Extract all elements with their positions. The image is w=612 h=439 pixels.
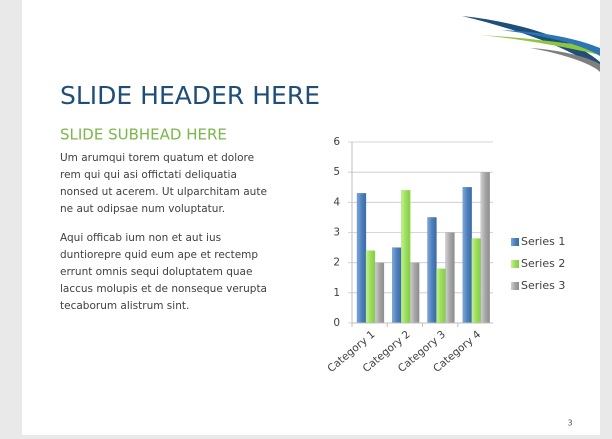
slide-title: SLIDE HEADER HERE (60, 81, 320, 110)
legend-label: Series 3 (521, 279, 565, 292)
body-text: Um arumqui torem quatum et dolore (60, 152, 254, 164)
bar (401, 190, 410, 323)
bar (410, 263, 419, 323)
bar (357, 193, 366, 323)
y-tick-label: 5 (333, 166, 340, 178)
legend-swatch (511, 238, 519, 246)
legend-label: Series 1 (521, 235, 565, 248)
legend-swatch (511, 260, 519, 268)
bar (375, 263, 384, 323)
body-text: laccus molupis et de nonseque verupta (60, 283, 267, 295)
bar (437, 269, 446, 323)
body-text: duntiorepre quid eum ape et rectemp (60, 249, 258, 261)
legend-swatch (511, 282, 519, 290)
page-number: 3 (567, 419, 572, 428)
slide-subhead: SLIDE SUBHEAD HERE (60, 126, 227, 144)
y-tick-label: 0 (333, 317, 340, 329)
y-tick-label: 3 (333, 227, 340, 239)
y-tick-label: 4 (333, 196, 340, 208)
y-tick-label: 1 (333, 287, 340, 299)
y-tick-label: 2 (333, 257, 340, 269)
y-tick-label: 6 (333, 136, 340, 148)
slide: SLIDE HEADER HERE SLIDE SUBHEAD HERE Um … (0, 0, 612, 435)
body-text: ne aut odipsae num voluptatur. (60, 203, 225, 215)
bar (463, 187, 472, 323)
bar (446, 233, 455, 324)
body-text: rem qui qui asi offictati deliquatia (60, 169, 237, 181)
bar (366, 251, 375, 323)
body-text: errunt omnis sequi doluptatem quae (60, 266, 252, 278)
legend-label: Series 2 (521, 257, 565, 270)
body-text: tecaborum alistrum sint. (60, 300, 189, 312)
bar (392, 248, 401, 323)
bar (472, 239, 481, 323)
body-text: Aqui officab ium non et aut ius (60, 232, 221, 244)
body-text: nonsed ut acerem. Ut ulparchitam aute (60, 186, 267, 198)
slide-background (22, 0, 600, 435)
bar (481, 172, 490, 323)
bar (428, 217, 437, 323)
